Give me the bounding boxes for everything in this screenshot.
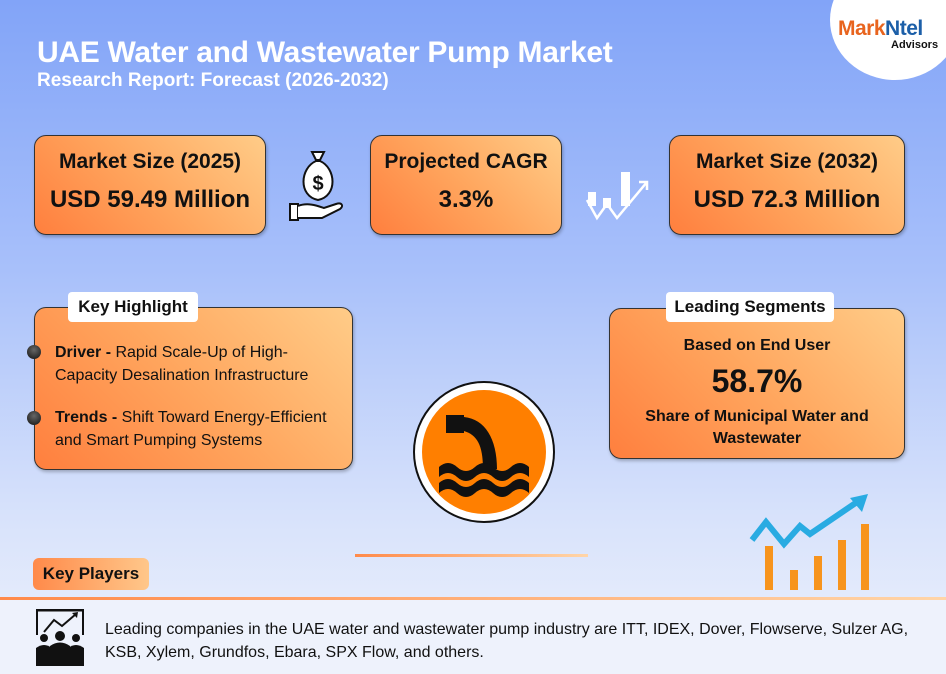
highlight-text: Shift Toward Energy-Efficient and Smart … (55, 409, 327, 449)
bottom-band (0, 600, 946, 674)
leading-segments-card: Based on End User 58.7% Share of Municip… (609, 308, 905, 459)
card-value: USD 59.49 Million (49, 186, 251, 213)
segment-description: Share of Municipal Water and Wastewater (645, 408, 869, 447)
svg-text:$: $ (312, 173, 323, 195)
growth-bars-arrow-icon (749, 494, 869, 590)
page-subtitle: Research Report: Forecast (2026-2032) (37, 70, 389, 91)
highlight-driver: Driver - Rapid Scale-Up of High-Capacity… (55, 341, 350, 387)
highlight-trends: Trends - Shift Toward Energy-Efficient a… (55, 406, 350, 452)
divider-line (355, 554, 588, 557)
card-label: Projected CAGR (384, 150, 548, 173)
card-label: Market Size (2032) (695, 150, 879, 173)
key-players-text: Leading companies in the UAE water and w… (105, 621, 909, 661)
card-value: USD 72.3 Million (693, 186, 881, 213)
logo-tagline: Advisors (891, 39, 939, 51)
key-players-label: Key Players (33, 558, 149, 590)
card-value: 3.3% (438, 186, 494, 213)
page-title: UAE Water and Wastewater Pump Market (37, 36, 613, 69)
leading-segments-title: Leading Segments (666, 292, 834, 322)
segment-value: 58.7% (711, 363, 803, 399)
highlight-text: Rapid Scale-Up of High-Capacity Desalina… (55, 344, 309, 384)
bullet-icon (27, 411, 41, 425)
card-label: Market Size (2025) (58, 150, 242, 173)
projected-cagr-card: Projected CAGR 3.3% (370, 135, 562, 235)
segment-basis: Based on End User (683, 337, 831, 354)
logo-text-ntel: Ntel (885, 17, 923, 40)
wastewater-outflow-icon (413, 381, 555, 523)
growth-chart-icon (585, 172, 649, 221)
highlight-label: Driver - (55, 344, 112, 361)
bottom-divider (0, 597, 946, 600)
highlight-label: Trends - (55, 409, 118, 426)
key-highlight-card (34, 307, 353, 470)
market-size-2025-card: Market Size (2025) USD 59.49 Million (34, 135, 266, 235)
money-bag-hand-icon: $ (289, 151, 344, 221)
logo: MarkNtel (838, 17, 923, 41)
business-presentation-icon (36, 609, 84, 666)
bullet-icon (27, 345, 41, 359)
key-highlight-title: Key Highlight (68, 292, 198, 322)
logo-text-mark: Mark (838, 17, 886, 40)
market-size-2032-card: Market Size (2032) USD 72.3 Million (669, 135, 905, 235)
